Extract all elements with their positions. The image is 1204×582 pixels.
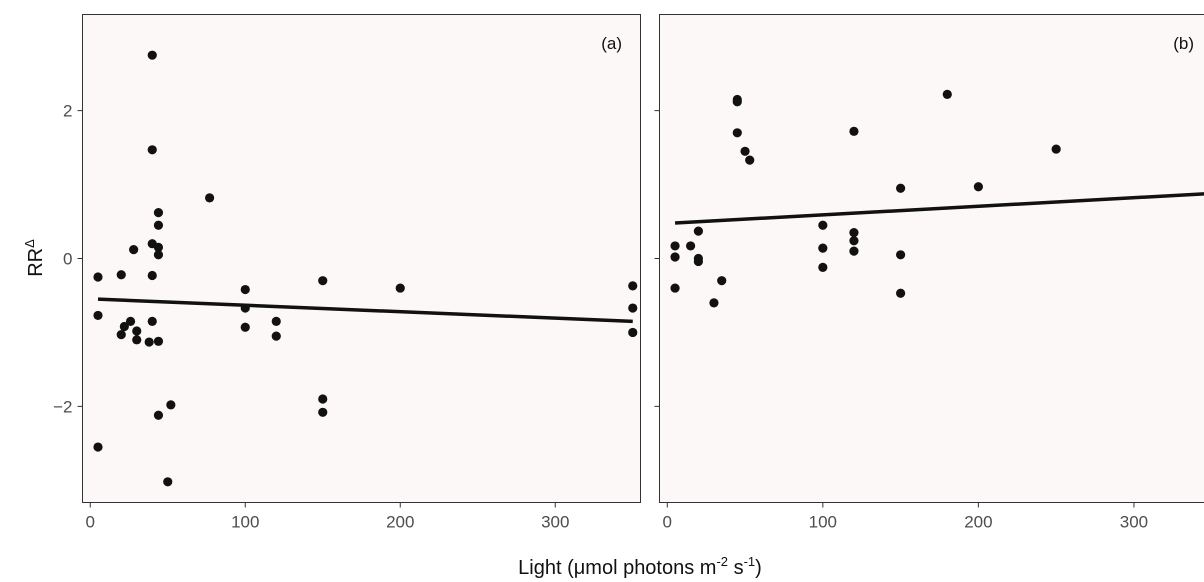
panel-a-data-point bbox=[153, 242, 164, 253]
panel-b-x-axis: 0 100 200 300 bbox=[663, 502, 1148, 532]
panel-a-data-point bbox=[147, 145, 157, 155]
panel-b-y-axis bbox=[654, 110, 660, 407]
panel-a-data-point bbox=[153, 250, 164, 260]
panel-a-data-point bbox=[132, 326, 142, 336]
panel-a-data-point bbox=[93, 310, 103, 321]
panel-a-trend-line bbox=[97, 297, 633, 324]
panel-b-data-point bbox=[745, 155, 755, 165]
panel-a-x-tick-label: 300 bbox=[541, 513, 569, 532]
panel-a-data-point bbox=[318, 407, 328, 417]
panel-b-data-point bbox=[849, 228, 859, 238]
panel-a-data-point bbox=[132, 335, 142, 345]
panel-b-points bbox=[670, 89, 1061, 308]
panel-b-data-point bbox=[818, 262, 828, 272]
panel-a-data-point bbox=[166, 400, 176, 410]
panel-a-data-point bbox=[93, 272, 103, 282]
panel-a-data-point bbox=[163, 477, 173, 487]
panel-a-data-point bbox=[271, 331, 281, 341]
y-axis-title: RRΔ bbox=[22, 239, 47, 277]
panel-a-data-point bbox=[395, 283, 405, 293]
panel-b-data-point bbox=[896, 250, 906, 260]
panel-b-label: (b) bbox=[1173, 34, 1194, 53]
panel-b: 0 100 200 300 (b) bbox=[654, 14, 1204, 532]
panel-a-data-point bbox=[153, 208, 164, 218]
panel-a-data-point bbox=[240, 322, 250, 332]
panel-a-points bbox=[93, 50, 638, 487]
panel-a-data-point bbox=[144, 337, 154, 347]
panel-b-data-point bbox=[849, 126, 859, 136]
panel-b-data-point bbox=[896, 288, 906, 298]
panel-b-data-point bbox=[849, 236, 859, 246]
panel-b-data-point bbox=[973, 182, 983, 192]
panel-a-data-point bbox=[147, 316, 157, 326]
panel-b-data-point bbox=[740, 146, 750, 156]
y-axis-title-main: RR bbox=[25, 248, 47, 277]
panel-a-data-point bbox=[129, 245, 139, 255]
panel-a-data-point bbox=[147, 270, 157, 281]
panel-b-data-point bbox=[732, 97, 742, 107]
panel-a-data-point bbox=[205, 193, 215, 203]
panel-a-x-tick-label: 200 bbox=[386, 513, 414, 532]
y-tick-label: −2 bbox=[53, 397, 72, 416]
panel-a-data-point bbox=[240, 284, 250, 295]
panel-a-data-point bbox=[271, 316, 281, 326]
panel-b-x-tick-label: 200 bbox=[964, 513, 992, 532]
panel-b-data-point bbox=[732, 128, 742, 138]
x-axis-title-sup2: -1 bbox=[744, 554, 756, 569]
panel-b-x-tick-label: 300 bbox=[1120, 513, 1148, 532]
panel-a-data-point bbox=[318, 394, 328, 404]
panel-a-data-point bbox=[119, 321, 129, 332]
panel-b-plot-area bbox=[659, 14, 1204, 503]
x-axis-title-sup1: -2 bbox=[716, 554, 728, 569]
panel-a-data-point bbox=[147, 50, 157, 60]
panel-b-trend-line bbox=[674, 192, 1204, 225]
panel-a-label: (a) bbox=[601, 34, 622, 53]
panel-a-data-point bbox=[153, 220, 164, 230]
panel-a-data-point bbox=[628, 327, 638, 338]
x-axis-title-end: ) bbox=[755, 557, 762, 579]
panel-a-x-axis: 0 100 200 300 bbox=[86, 502, 569, 532]
panel-a-data-point bbox=[628, 281, 638, 291]
y-axis: −2 0 2 bbox=[53, 102, 83, 416]
panel-a-x-tick-label: 0 bbox=[86, 513, 95, 532]
panel-b-data-point bbox=[818, 243, 828, 253]
panel-a-x-tick-label: 100 bbox=[231, 513, 259, 532]
panel-a-data-point bbox=[153, 410, 164, 420]
panel-a-data-point bbox=[628, 303, 638, 313]
panel-b-data-point bbox=[896, 183, 906, 193]
y-tick-label: 2 bbox=[63, 102, 72, 121]
panel-a-data-point bbox=[116, 330, 126, 340]
panel-a-trend bbox=[97, 297, 633, 324]
y-tick-label: 0 bbox=[63, 250, 72, 269]
panel-a-data-point bbox=[153, 336, 164, 346]
x-axis-title: Light (μmol photons m-2 s-1) bbox=[518, 554, 762, 579]
x-axis-title-mid: s bbox=[728, 557, 744, 579]
y-axis-title-superscript: Δ bbox=[22, 239, 37, 248]
panel-b-x-tick-label: 100 bbox=[809, 513, 837, 532]
panel-b-data-point bbox=[717, 276, 727, 286]
x-axis-title-main: Light (μmol photons m bbox=[518, 557, 716, 579]
panel-b-data-point bbox=[686, 241, 696, 251]
panel-b-data-point bbox=[670, 252, 680, 262]
panel-b-data-point bbox=[693, 226, 703, 236]
panel-b-data-point bbox=[709, 298, 719, 308]
panel-b-data-point bbox=[670, 283, 680, 293]
panel-a-plot-area bbox=[82, 14, 641, 503]
panel-b-x-tick-label: 0 bbox=[663, 513, 672, 532]
panel-b-data-point bbox=[849, 246, 859, 256]
panel-b-data-point bbox=[670, 241, 680, 251]
panel-b-data-point bbox=[693, 256, 703, 267]
panel-b-data-point bbox=[818, 220, 828, 230]
panel-b-data-point bbox=[942, 89, 952, 99]
panel-a: −2 0 2 0 100 200 300 (a) bbox=[53, 14, 641, 532]
panel-a-data-point bbox=[318, 276, 328, 286]
panel-b-data-point bbox=[1051, 144, 1061, 154]
panel-a-data-point bbox=[116, 270, 126, 280]
panel-b-trend bbox=[674, 192, 1204, 225]
panel-a-data-point bbox=[93, 442, 103, 452]
panel-a-data-point bbox=[125, 316, 136, 326]
